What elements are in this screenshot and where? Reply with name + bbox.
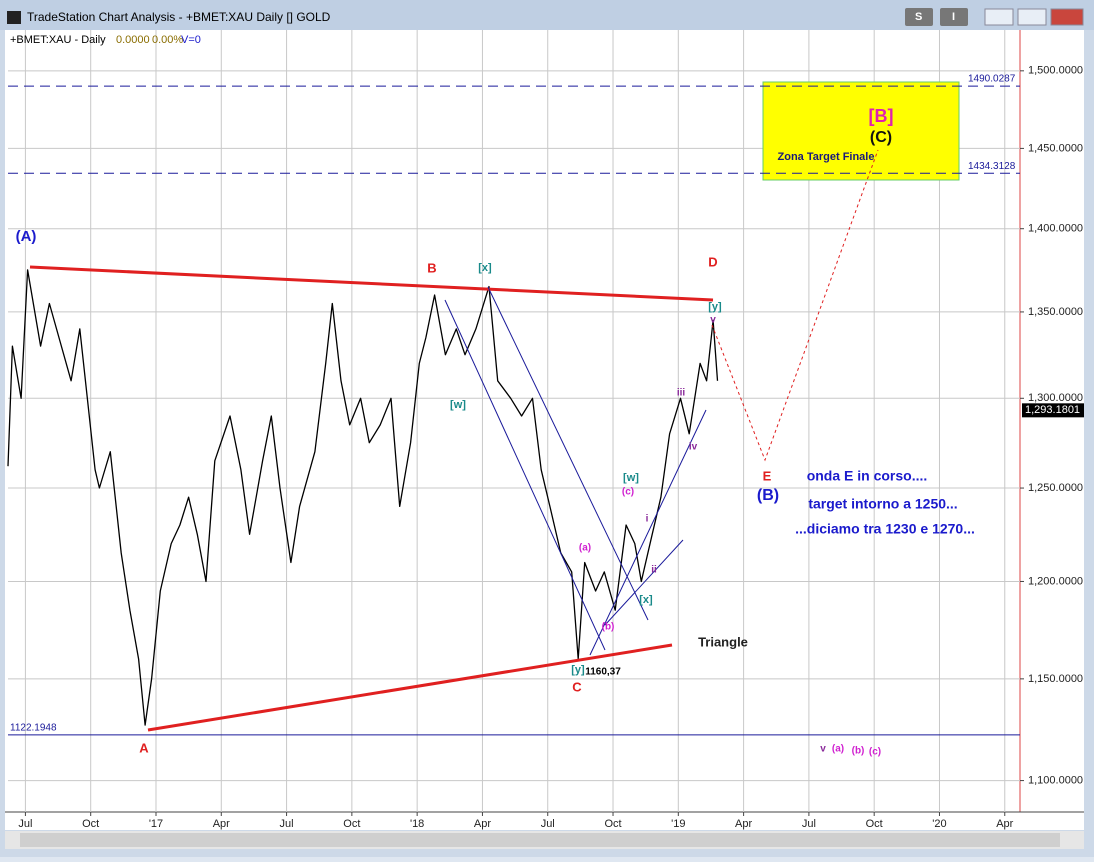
wave-annotation: [y]	[571, 664, 585, 676]
change-label: 0.0000	[116, 34, 150, 46]
wave-annotation: D	[708, 254, 717, 269]
y-tick-label: 1,150.0000	[1028, 673, 1083, 685]
y-tick-label: 1,300.0000	[1028, 392, 1083, 404]
price-line	[7, 269, 719, 726]
x-tick-label: '19	[671, 818, 685, 830]
app-icon	[7, 11, 21, 24]
channel-line	[487, 286, 649, 621]
maximize-button[interactable]	[1017, 8, 1047, 26]
window-title: TradeStation Chart Analysis - +BMET:XAU …	[27, 10, 331, 24]
wave-annotation: (B)	[757, 487, 779, 504]
x-tick-label: Oct	[82, 818, 99, 830]
wave-annotation: E	[763, 468, 772, 483]
scrollbar-thumb[interactable]	[20, 833, 1060, 847]
wave-annotation: [y]	[708, 301, 722, 313]
wave-annotation: [x]	[478, 262, 492, 274]
wave-annotation: ...diciamo tra 1230 e 1270...	[795, 521, 975, 537]
x-tick-label: Jul	[541, 818, 555, 830]
wave-annotation: (b)	[852, 746, 865, 757]
symbol-label: +BMET:XAU - Daily	[10, 34, 106, 46]
wave-annotation: 1160,37	[585, 667, 621, 678]
wave-annotation: B	[427, 260, 436, 275]
wave-annotation: (b)	[602, 622, 615, 633]
x-tick-label: Jul	[280, 818, 294, 830]
channel-line	[589, 409, 707, 656]
lower-trendline	[147, 643, 673, 732]
wave-annotation: [w]	[450, 399, 466, 411]
y-tick-label: 1,450.0000	[1028, 142, 1083, 154]
x-tick-label: Apr	[213, 818, 230, 830]
wave-annotation: (a)	[579, 543, 591, 554]
y-tick-label: 1,500.0000	[1028, 65, 1083, 77]
price-level-label: 1122.1948	[10, 723, 57, 734]
wave-annotation: (c)	[622, 487, 634, 498]
projection-path	[711, 149, 879, 462]
wave-annotation: v	[710, 315, 716, 326]
volume-label: V=0	[181, 34, 201, 46]
x-tick-label: '17	[149, 818, 163, 830]
wave-annotation: [B]	[869, 106, 894, 126]
symbol-button-label[interactable]: S	[915, 11, 922, 23]
x-tick-label: Oct	[604, 818, 621, 830]
wave-annotation: iii	[677, 388, 686, 399]
y-tick-label: 1,350.0000	[1028, 306, 1083, 318]
x-tick-label: Oct	[866, 818, 883, 830]
close-button[interactable]	[1050, 8, 1084, 26]
last-price-box	[1022, 403, 1084, 418]
symbol-button[interactable]	[905, 8, 933, 26]
wave-annotation: (C)	[870, 129, 892, 146]
wave-annotation: C	[572, 679, 582, 694]
price-level-label: 1434.3128	[968, 161, 1016, 172]
wave-annotation: (c)	[869, 747, 881, 758]
x-tick-label: Jul	[18, 818, 32, 830]
x-tick-label: Apr	[735, 818, 752, 830]
price-level-label: 1490.0287	[968, 74, 1016, 85]
channel-line	[604, 539, 684, 626]
y-tick-label: 1,200.0000	[1028, 575, 1083, 587]
x-tick-label: '20	[932, 818, 946, 830]
wave-annotation: (A)	[16, 228, 37, 245]
indicator-button[interactable]	[940, 8, 968, 26]
wave-annotation: v	[820, 744, 826, 755]
wave-annotation: (a)	[832, 744, 844, 755]
wave-annotation: onda E in corso....	[807, 468, 928, 484]
x-tick-label: Jul	[802, 818, 816, 830]
wave-annotation: i	[646, 514, 649, 525]
wave-annotation: Zona Target Finale	[778, 151, 875, 163]
y-tick-label: 1,400.0000	[1028, 223, 1083, 235]
wave-annotation: target intorno a 1250...	[808, 496, 957, 512]
last-price-label: 1,293.1801	[1025, 404, 1080, 416]
change-pct-label: 0.00%	[152, 34, 183, 46]
wave-annotation: Triangle	[698, 634, 748, 649]
y-tick-label: 1,100.0000	[1028, 774, 1083, 786]
upper-trendline	[29, 265, 714, 302]
x-tick-label: '18	[410, 818, 424, 830]
y-tick-label: 1,250.0000	[1028, 482, 1083, 494]
x-tick-label: Oct	[343, 818, 360, 830]
wave-annotation: A	[139, 740, 149, 755]
indicator-button-label[interactable]: I	[952, 11, 955, 23]
wave-annotation: [x]	[639, 594, 653, 606]
minimize-button[interactable]	[984, 8, 1014, 26]
x-tick-label: Apr	[474, 818, 491, 830]
target-zone	[762, 81, 960, 181]
channel-line	[444, 299, 606, 651]
wave-annotation: ii	[651, 565, 657, 576]
wave-annotation: [w]	[623, 472, 639, 484]
x-tick-label: Apr	[996, 818, 1013, 830]
wave-annotation: iv	[689, 442, 698, 453]
